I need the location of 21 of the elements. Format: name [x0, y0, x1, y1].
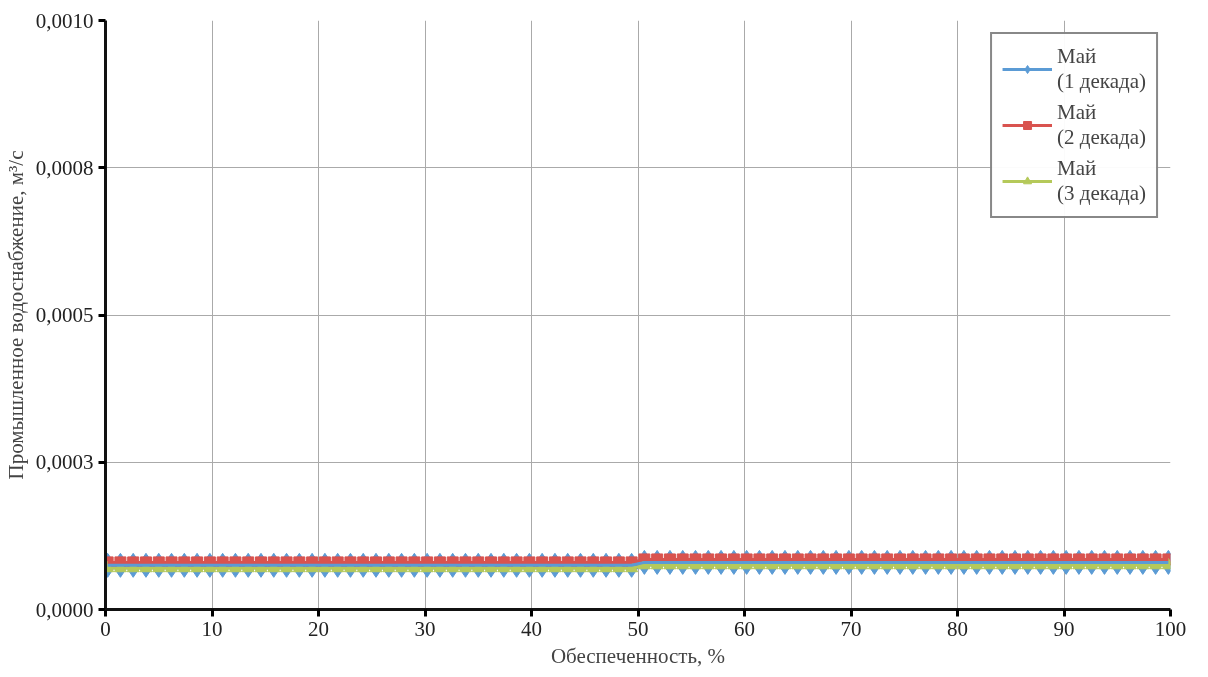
y-tick-label: 0,0003: [35, 450, 94, 475]
y-tick-label: 0,0010: [35, 8, 94, 33]
y-axis-title: Промышленное водоснабжение, м³/с: [3, 150, 28, 480]
x-tick-label: 80: [947, 616, 968, 641]
x-tick-label: 40: [521, 616, 542, 641]
x-tick-label: 90: [1053, 616, 1075, 641]
x-tick-label: 100: [1154, 616, 1187, 641]
x-tick-label: 0: [100, 616, 111, 641]
y-tick-label: 0,0008: [35, 155, 94, 180]
x-tick-label: 10: [201, 616, 223, 641]
y-tick-label: 0,0005: [35, 303, 94, 327]
x-tick-label: 50: [627, 616, 649, 641]
legend-label: Май (2 декада): [1057, 100, 1146, 150]
y-tick-label: 0,0000: [35, 597, 94, 622]
x-tick-label: 30: [414, 616, 436, 641]
legend-label: Май (3 декада): [1057, 156, 1146, 206]
legend-label: Май (1 декада): [1057, 44, 1146, 94]
x-tick-label: 20: [308, 616, 329, 641]
x-tick-label: 60: [734, 616, 755, 641]
x-axis-title: Обеспеченность, %: [550, 643, 726, 668]
x-tick-label: 70: [840, 616, 862, 641]
